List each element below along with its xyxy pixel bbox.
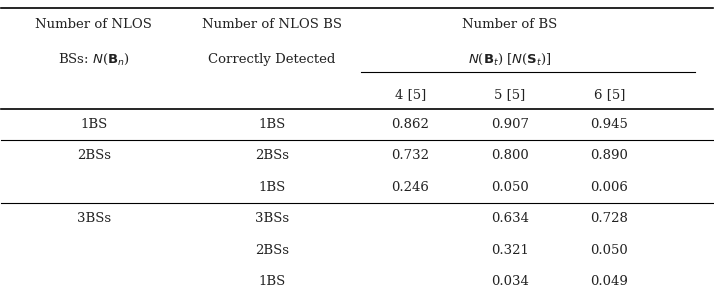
Text: 1BS: 1BS xyxy=(258,275,286,287)
Text: Number of NLOS BS: Number of NLOS BS xyxy=(201,18,342,31)
Text: 1BS: 1BS xyxy=(258,118,286,131)
Text: 0.800: 0.800 xyxy=(491,150,529,162)
Text: 0.050: 0.050 xyxy=(491,181,529,194)
Text: 0.732: 0.732 xyxy=(391,150,429,162)
Text: 4 [5]: 4 [5] xyxy=(395,88,426,101)
Text: 2BSs: 2BSs xyxy=(255,244,288,257)
Text: 1BS: 1BS xyxy=(258,181,286,194)
Text: 0.634: 0.634 xyxy=(491,212,529,225)
Text: 0.049: 0.049 xyxy=(590,275,628,287)
Text: 0.945: 0.945 xyxy=(590,118,628,131)
Text: $N$($\mathbf{B}_t$) [$N$($\mathbf{S}_t$)]: $N$($\mathbf{B}_t$) [$N$($\mathbf{S}_t$)… xyxy=(468,52,552,67)
Text: 0.034: 0.034 xyxy=(491,275,529,287)
Text: 2BSs: 2BSs xyxy=(255,150,288,162)
Text: 0.246: 0.246 xyxy=(391,181,429,194)
Text: 2BSs: 2BSs xyxy=(77,150,111,162)
Text: 0.728: 0.728 xyxy=(590,212,628,225)
Text: 0.862: 0.862 xyxy=(391,118,429,131)
Text: 0.890: 0.890 xyxy=(590,150,628,162)
Text: 1BS: 1BS xyxy=(80,118,108,131)
Text: 6 [5]: 6 [5] xyxy=(594,88,625,101)
Text: 3BSs: 3BSs xyxy=(255,212,288,225)
Text: 0.050: 0.050 xyxy=(590,244,628,257)
Text: 5 [5]: 5 [5] xyxy=(494,88,526,101)
Text: 0.907: 0.907 xyxy=(491,118,529,131)
Text: BSs: $N$($\mathbf{B}_n$): BSs: $N$($\mathbf{B}_n$) xyxy=(58,52,130,67)
Text: Correctly Detected: Correctly Detected xyxy=(208,53,336,66)
Text: Number of BS: Number of BS xyxy=(462,18,558,31)
Text: 3BSs: 3BSs xyxy=(77,212,111,225)
Text: Number of NLOS: Number of NLOS xyxy=(36,18,152,31)
Text: 0.006: 0.006 xyxy=(590,181,628,194)
Text: 0.321: 0.321 xyxy=(491,244,529,257)
